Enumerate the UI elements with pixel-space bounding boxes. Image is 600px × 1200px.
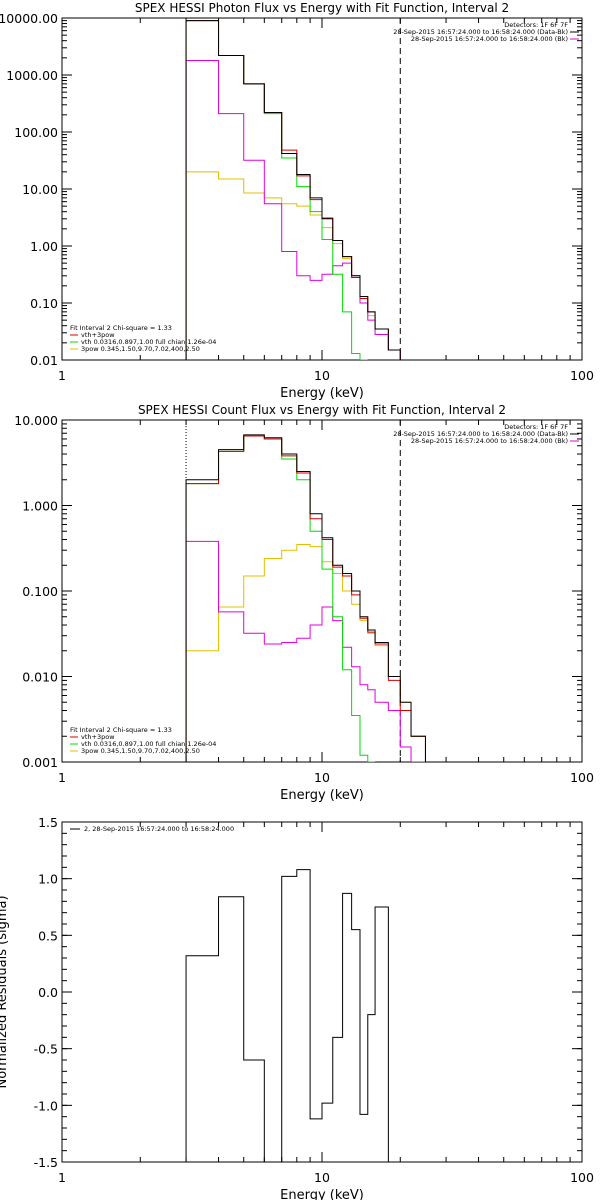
y-tick-label-2: 0.5: [38, 928, 58, 943]
series-spav-line-0: [185, 171, 412, 360]
y-tick-label-2: -0.5: [34, 1042, 58, 1057]
legend-bottom-text-0: Fit Interval 2 Chi-square = 1.33: [70, 324, 172, 332]
legend-top-text-0: 28-Sep-2015 16:57:24.000 to 16:58:24.000…: [393, 28, 568, 36]
y-tick-label-2: 0.0: [38, 985, 58, 1000]
chart-title-1: SPEX HESSI Count Flux vs Energy with Fit…: [138, 403, 506, 417]
series-spav-line-1: [185, 543, 426, 762]
y-tick-label-2: 1.5: [38, 815, 58, 830]
legend-top-text-1: Detectors: 1F 6F 7F: [504, 423, 568, 431]
series-total-line-2: [185, 869, 389, 1162]
legend-top-text-1: 28-Sep-2015 16:57:24.000 to 16:58:24.000…: [393, 430, 568, 438]
y-tick-label-2: -1.0: [34, 1098, 58, 1113]
y-tick-label-1: 0.100: [22, 584, 58, 599]
x-axis-label-2: Energy (keV): [280, 1188, 364, 1200]
y-tick-label-0: 10.00: [22, 182, 58, 197]
legend-top-text-0: Detectors: 1F 6F 7F: [504, 21, 568, 29]
legend-top-text-0: 28-Sep-2015 16:57:24.000 to 16:58:24.000…: [411, 35, 568, 43]
legend-bottom-text-1: vth+3pow: [81, 733, 115, 741]
series-vth_spav-line-0: [185, 20, 412, 360]
x-tick-label-0: 10: [314, 368, 330, 383]
x-axis-label-1: Energy (keV): [280, 788, 364, 803]
y-tick-label-0: 10000.00: [0, 11, 58, 26]
legend-bottom-text-1: vth 0.0316,0.897,1.00 full chian 1.26e-0…: [81, 740, 216, 748]
axes-frame-1: [61, 419, 583, 763]
y-tick-label-1: 0.010: [22, 670, 58, 685]
series-bkg-line-0: [185, 59, 412, 360]
legend-bottom-text-1: 3pow 0.345,1.50,9.70,7.02,400,2.50: [81, 747, 200, 755]
y-tick-label-1: 10.000: [14, 413, 58, 428]
legend-top-text-1: 28-Sep-2015 16:57:24.000 to 16:58:24.000…: [411, 437, 568, 445]
legend-bottom-text-0: vth+3pow: [81, 331, 115, 339]
y-tick-label-2: -1.5: [34, 1155, 58, 1170]
x-tick-label-0: 1: [58, 368, 66, 383]
axes-frame-0: [61, 17, 583, 361]
x-tick-label-2: 100: [570, 1170, 594, 1185]
y-tick-label-2: 1.0: [38, 872, 58, 887]
x-tick-label-1: 10: [314, 770, 330, 785]
x-tick-label-2: 10: [314, 1170, 330, 1185]
x-tick-label-2: 1: [58, 1170, 66, 1185]
legend-bottom-text-0: vth 0.0316,0.897,1.00 full chian 1.26e-0…: [81, 338, 216, 346]
legend-bottom-text-1: Fit Interval 2 Chi-square = 1.33: [70, 726, 172, 734]
series-total-line-1: [185, 434, 426, 762]
x-tick-label-0: 100: [570, 368, 594, 383]
legend-top-text-2: 2, 28-Sep-2015 16:57:24.000 to 16:58:24.…: [84, 825, 234, 833]
x-tick-label-1: 100: [570, 770, 594, 785]
series-vth_spav-line-1: [185, 435, 426, 762]
x-tick-label-1: 1: [58, 770, 66, 785]
y-tick-label-1: 0.001: [22, 755, 58, 770]
series-total-line-0: [185, 20, 412, 360]
y-tick-label-0: 100.00: [14, 125, 58, 140]
y-tick-label-0: 0.10: [30, 296, 58, 311]
series-vth-line-0: [185, 20, 368, 360]
legend-bottom-text-0: 3pow 0.345,1.50,9.70,7.02,400,2.50: [81, 345, 200, 353]
series-vth-line-1: [185, 435, 376, 762]
chart-title-0: SPEX HESSI Photon Flux vs Energy with Fi…: [135, 1, 509, 15]
y-tick-label-0: 1.00: [30, 239, 58, 254]
y-axis-label-2: Normalized Residuals (sigma): [0, 895, 10, 1088]
series-bkg-line-1: [185, 540, 426, 762]
y-tick-label-1: 1.000: [22, 499, 58, 514]
y-tick-label-0: 1000.00: [6, 68, 58, 83]
y-tick-label-0: 0.01: [30, 353, 58, 368]
x-axis-label-0: Energy (keV): [280, 386, 364, 401]
